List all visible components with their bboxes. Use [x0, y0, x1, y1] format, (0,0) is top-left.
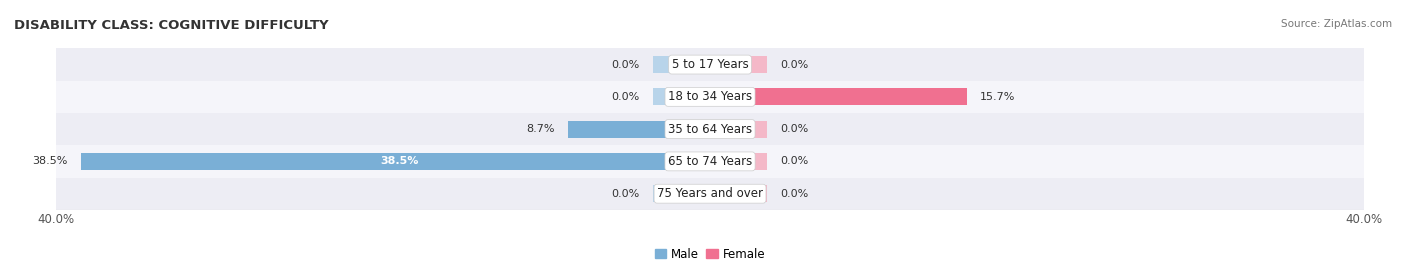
- Text: 0.0%: 0.0%: [612, 189, 640, 199]
- Text: 75 Years and over: 75 Years and over: [657, 187, 763, 200]
- Bar: [56, 48, 1364, 81]
- Bar: [710, 89, 967, 105]
- Bar: [710, 185, 768, 202]
- Text: 38.5%: 38.5%: [32, 156, 67, 167]
- Text: 65 to 74 Years: 65 to 74 Years: [668, 155, 752, 168]
- Text: 0.0%: 0.0%: [780, 156, 808, 167]
- Text: 35 to 64 Years: 35 to 64 Years: [668, 123, 752, 136]
- Bar: [652, 185, 710, 202]
- Text: 0.0%: 0.0%: [612, 59, 640, 70]
- Bar: [710, 121, 768, 137]
- Bar: [710, 153, 768, 170]
- Text: 15.7%: 15.7%: [980, 92, 1015, 102]
- Bar: [710, 56, 768, 73]
- Text: Source: ZipAtlas.com: Source: ZipAtlas.com: [1281, 19, 1392, 29]
- Text: 8.7%: 8.7%: [526, 124, 555, 134]
- Text: 0.0%: 0.0%: [612, 92, 640, 102]
- Text: DISABILITY CLASS: COGNITIVE DIFFICULTY: DISABILITY CLASS: COGNITIVE DIFFICULTY: [14, 19, 329, 32]
- Bar: [56, 145, 1364, 178]
- Text: 0.0%: 0.0%: [780, 189, 808, 199]
- Text: 0.0%: 0.0%: [780, 59, 808, 70]
- Text: 38.5%: 38.5%: [380, 156, 419, 167]
- Bar: [56, 81, 1364, 113]
- Legend: Male, Female: Male, Female: [650, 243, 770, 265]
- Text: 0.0%: 0.0%: [780, 124, 808, 134]
- Bar: [56, 178, 1364, 210]
- Bar: [652, 56, 710, 73]
- Bar: [568, 121, 710, 137]
- Bar: [652, 89, 710, 105]
- Text: 18 to 34 Years: 18 to 34 Years: [668, 90, 752, 103]
- Text: 5 to 17 Years: 5 to 17 Years: [672, 58, 748, 71]
- Bar: [80, 153, 710, 170]
- Bar: [56, 113, 1364, 145]
